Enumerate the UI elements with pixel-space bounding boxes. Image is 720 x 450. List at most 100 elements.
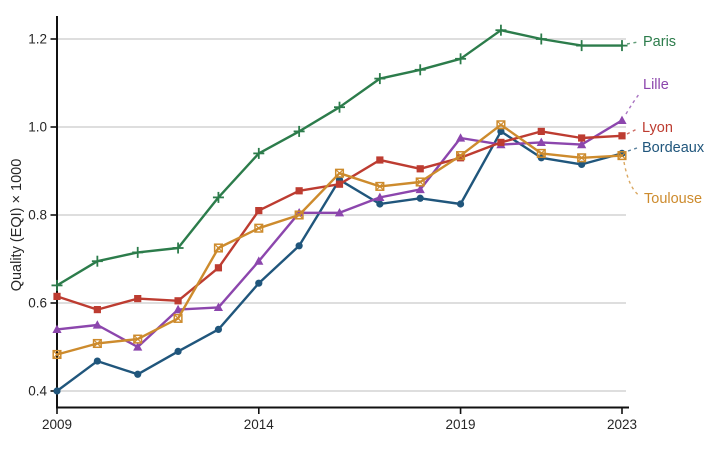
x-tick-label: 2009 [42, 417, 72, 432]
data-point-square-x [173, 313, 183, 323]
data-point-square-x [254, 223, 264, 233]
data-point-square-x [375, 181, 385, 191]
x-tick-label: 2023 [607, 417, 637, 432]
x-tick-label: 2014 [244, 417, 275, 432]
leader-line-lyon [626, 128, 638, 135]
data-point-square-x [133, 334, 143, 344]
data-point-square-x [173, 314, 183, 323]
data-point-square-x [496, 120, 506, 130]
data-point-square [93, 306, 101, 314]
y-tick-label: 1.0 [28, 120, 47, 135]
data-point-square-x [294, 210, 304, 220]
y-tick-label: 0.4 [28, 384, 47, 399]
data-point-square-x [335, 168, 344, 178]
data-point-square-x [375, 182, 385, 191]
data-point-triangle [254, 256, 264, 265]
data-point-square [537, 127, 545, 135]
data-point-circle [416, 194, 424, 202]
data-point-square-x [214, 243, 223, 253]
series-paris [51, 24, 628, 291]
data-point-square-x [617, 151, 627, 161]
series-toulouse [52, 120, 627, 360]
y-tick-label: 0.8 [28, 208, 47, 223]
data-point-circle [497, 127, 505, 135]
leader-line-bordeaux [627, 147, 638, 152]
series-end-label-lyon: Lyon [642, 120, 673, 136]
y-axis-title: Quality (EQI) × 1000 [9, 158, 25, 292]
leader-line-paris [626, 41, 639, 45]
data-point-square [214, 264, 223, 272]
series-end-label-toulouse: Toulouse [644, 191, 702, 207]
data-point-square-x [294, 210, 304, 220]
data-point-circle [578, 160, 586, 168]
data-point-square-x [93, 339, 102, 348]
series-end-label-paris: Paris [643, 34, 676, 50]
series-end-label-lille: Lille [643, 77, 669, 93]
data-point-square [295, 187, 303, 195]
data-point-triangle [577, 139, 587, 149]
series-end-label-bordeaux: Bordeaux [642, 140, 705, 156]
data-point-square [376, 156, 384, 164]
data-point-square-x [536, 148, 546, 158]
data-point-square [134, 295, 142, 303]
series-line-lyon [55, 130, 624, 311]
data-point-circle [214, 325, 223, 333]
data-point-circle [134, 370, 142, 378]
data-point-circle [93, 357, 101, 365]
data-point-square-x [213, 243, 223, 253]
series-lyon [53, 127, 626, 314]
y-tick-label: 1.2 [28, 32, 47, 47]
leader-line-toulouse [623, 161, 641, 197]
data-point-square [174, 297, 182, 305]
data-point-square-x [577, 153, 586, 163]
data-point-triangle [415, 184, 425, 194]
data-point-triangle [173, 304, 183, 314]
data-point-square [416, 165, 424, 173]
data-point-square [335, 180, 344, 188]
x-tick-label: 2019 [446, 417, 476, 432]
series-line-bordeaux [55, 130, 624, 393]
data-point-circle [255, 279, 263, 287]
data-point-square-x [254, 223, 264, 233]
data-point-triangle [536, 137, 546, 146]
data-point-triangle [617, 115, 627, 124]
data-point-square-x [334, 168, 345, 178]
data-point-circle [295, 242, 303, 250]
data-point-triangle [92, 320, 102, 329]
data-point-square-x [537, 149, 546, 158]
data-point-square-x [52, 350, 62, 359]
series-bordeaux [53, 127, 626, 395]
data-point-square-x [456, 151, 465, 160]
data-point-square-x [415, 177, 425, 187]
data-point-triangle [334, 208, 345, 217]
data-point-triangle [375, 192, 385, 201]
data-point-square-x [496, 120, 506, 130]
data-point-triangle [133, 342, 143, 351]
data-point-square [255, 207, 263, 215]
data-point-square-x [415, 177, 425, 187]
data-point-circle [456, 200, 465, 208]
data-point-triangle [213, 302, 224, 311]
data-point-square-x [456, 151, 466, 161]
data-point-square-x [92, 338, 102, 349]
y-tick-label: 0.6 [28, 296, 47, 311]
data-point-circle [53, 387, 61, 395]
data-point-square [578, 134, 586, 142]
series-lille [52, 115, 627, 351]
data-point-square-x [577, 153, 587, 163]
data-point-square [497, 138, 505, 146]
data-point-square-x [133, 334, 142, 344]
data-point-circle [174, 347, 182, 355]
data-point-square-x [52, 349, 62, 360]
data-point-triangle [455, 133, 466, 142]
data-point-circle [376, 200, 384, 208]
series-line-toulouse [55, 123, 624, 356]
data-point-square [53, 292, 61, 300]
data-point-square [456, 154, 465, 162]
data-point-square [618, 132, 626, 140]
data-point-square-x [617, 151, 627, 160]
data-point-triangle [52, 324, 62, 333]
leader-line-lille [625, 92, 641, 115]
